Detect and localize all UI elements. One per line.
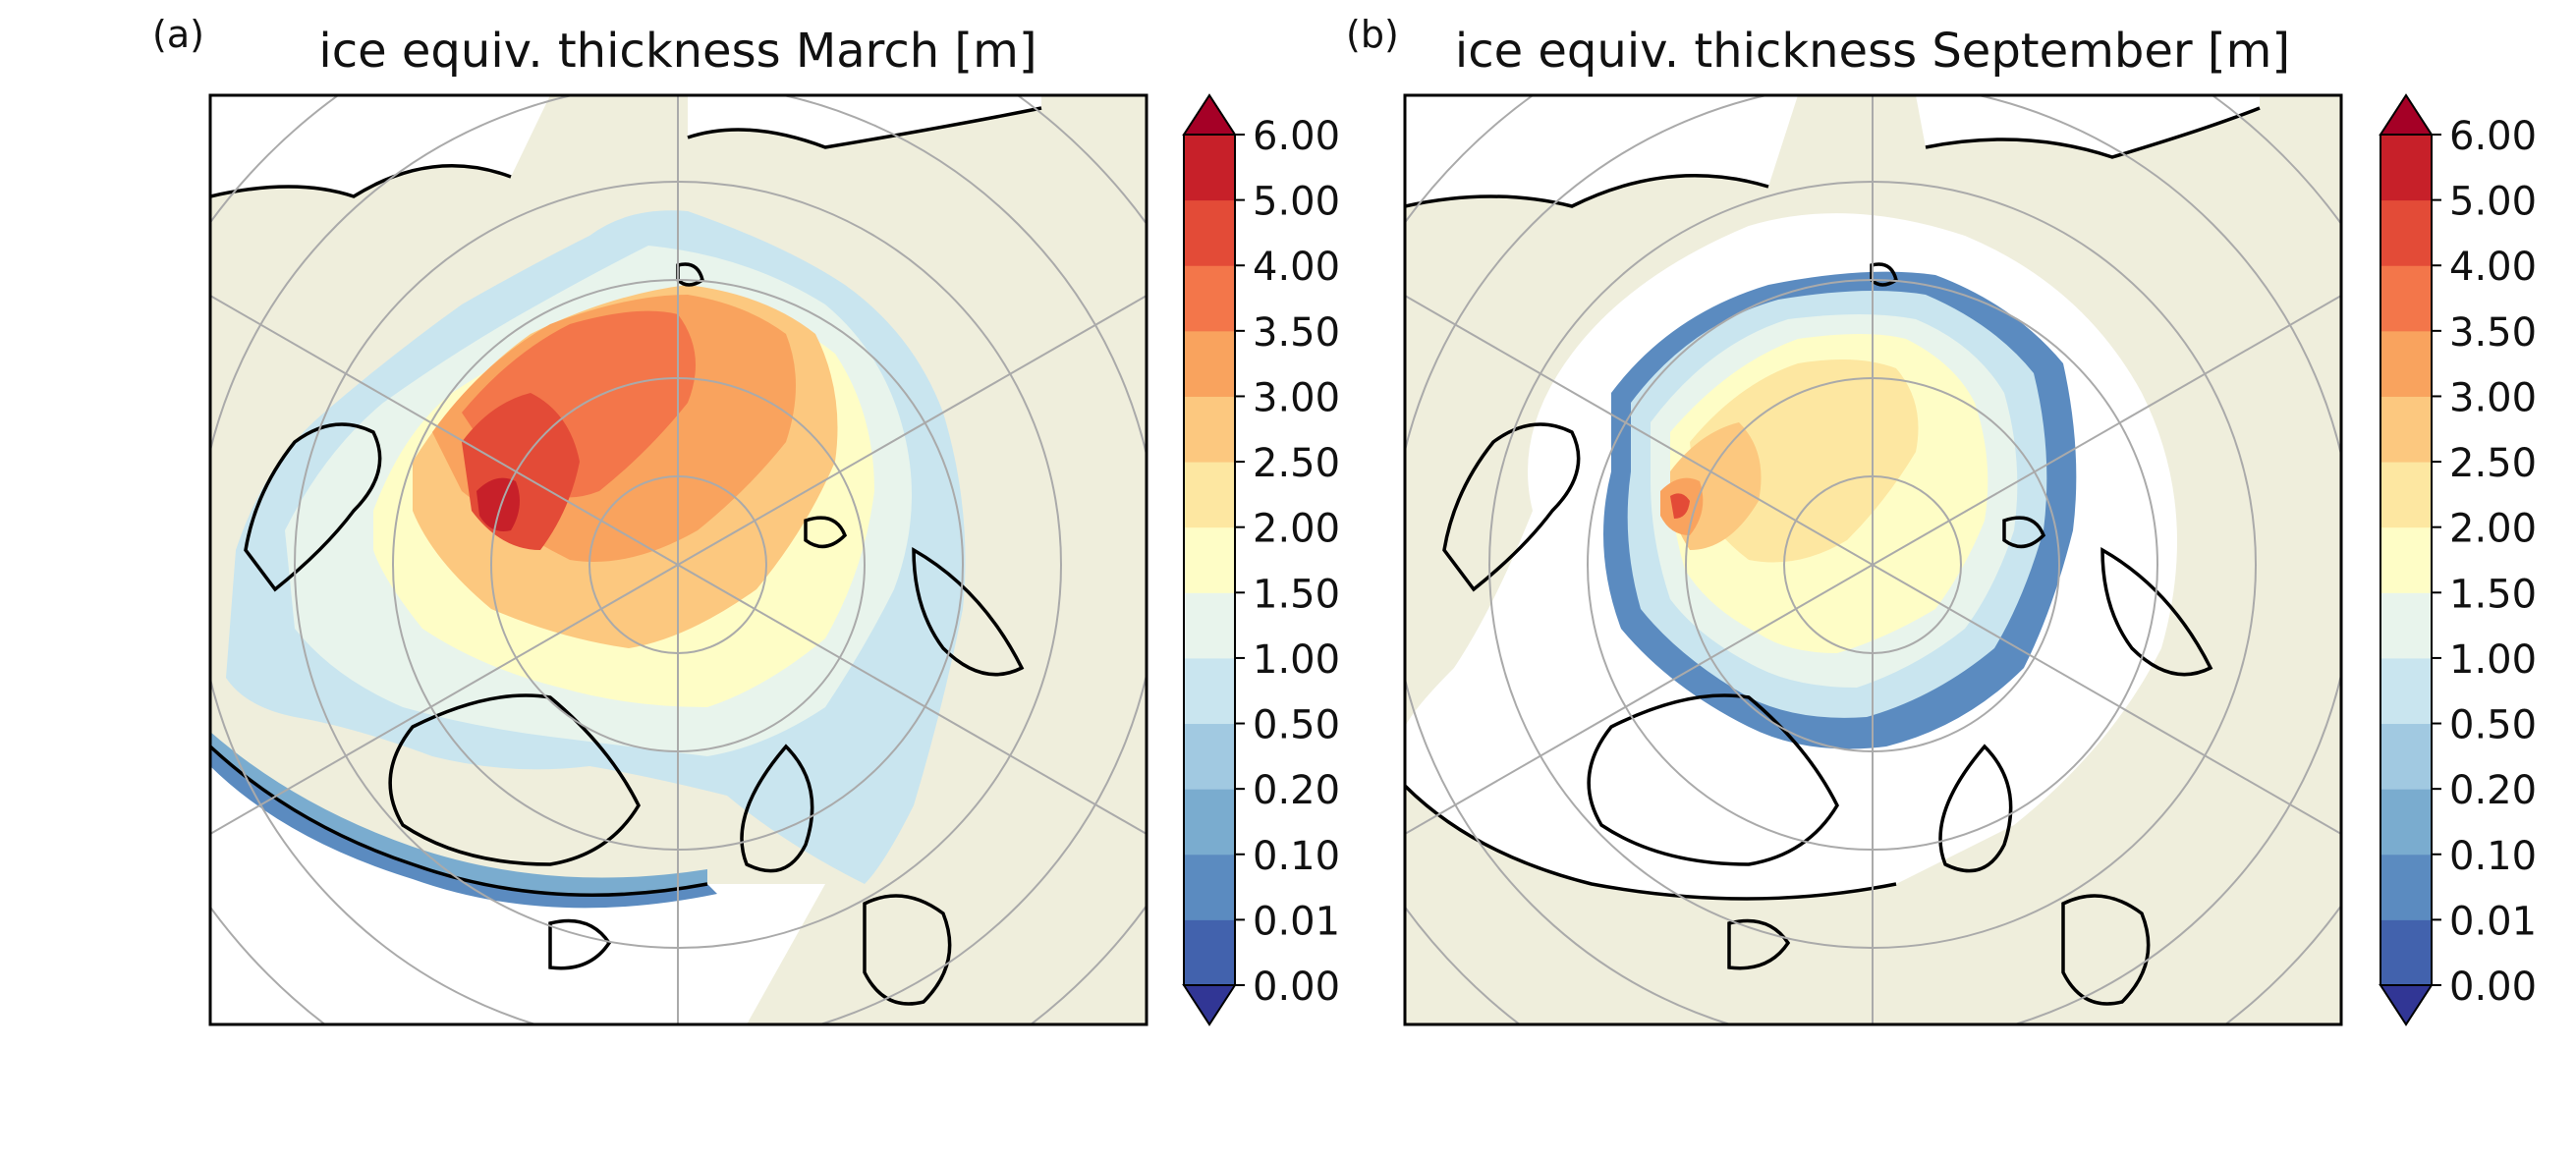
colorbar-b-tick-label-7: 2.00 — [2449, 507, 2537, 552]
panel-label: (b) — [1346, 13, 1399, 56]
colorbar-b-extend-over — [2379, 93, 2434, 136]
colorbar-b-class-9 — [2380, 330, 2432, 397]
colorbar-b-class-11 — [2380, 199, 2432, 266]
colorbar-b-class-5 — [2380, 592, 2432, 659]
colorbar-b-class-4 — [2380, 657, 2432, 725]
map-frame — [208, 93, 1148, 1026]
graticule — [210, 95, 1147, 1024]
colorbar-b-class-2 — [2380, 789, 2432, 856]
colorbar-a-extend-under — [1182, 984, 1237, 1026]
colorbar-b-tick-label-9: 3.00 — [2449, 375, 2537, 420]
map-a — [210, 95, 1147, 1024]
ice-field — [1603, 271, 2077, 749]
ice-field — [210, 210, 966, 909]
colorbar-a-tick-label-5: 1.00 — [1253, 637, 1340, 683]
colorbar-b-class-8 — [2380, 396, 2432, 463]
colorbar-b-class-10 — [2380, 265, 2432, 332]
colorbar-b-tick-label-3: 0.20 — [2449, 768, 2537, 813]
panel-title: ice equiv. thickness September [m] — [1455, 24, 2290, 79]
graticule — [1405, 95, 2341, 1024]
colorbar-a-tick-label-4: 0.50 — [1253, 703, 1340, 748]
panel-b: (b) ice equiv. thickness September [m] — [1346, 13, 2343, 1026]
colorbar-a-class-12 — [1184, 135, 1235, 201]
colorbar-a-class-6 — [1184, 526, 1235, 593]
colorbar-a-class-7 — [1184, 462, 1235, 528]
colorbar-a-frame — [1183, 134, 1236, 986]
colorbar-b-tick-label-2: 0.10 — [2449, 834, 2537, 879]
colorbar-b-tick-label-13: 6.00 — [2449, 114, 2537, 159]
ice-class-5.00 — [476, 477, 520, 531]
ice-class-0.10 — [210, 732, 707, 896]
colorbar-a-tick-label-12: 5.00 — [1253, 180, 1340, 225]
colorbar-a-class-4 — [1184, 657, 1235, 725]
colorbar-a-tick-label-0: 0.00 — [1253, 965, 1340, 1010]
colorbar-a-tick-label-7: 2.00 — [1253, 507, 1340, 552]
colorbar-b-tick-label-8: 2.50 — [2449, 441, 2537, 486]
map-frame — [1403, 93, 2343, 1026]
map-b — [1405, 95, 2341, 1024]
colorbar-b-tick-label-11: 4.00 — [2449, 245, 2537, 290]
colorbar-a-tick-label-10: 3.50 — [1253, 310, 1340, 356]
colorbar-a-tick-label-9: 3.00 — [1253, 375, 1340, 420]
colorbar-b: 0.00 0.01 0.10 0.20 0.50 1.00 1.50 2.00 2.50 3.00… — [2379, 93, 2537, 1026]
colorbar-a-tick-label-11: 4.00 — [1253, 245, 1340, 290]
colorbar-a-class-11 — [1184, 199, 1235, 266]
colorbar-b-class-3 — [2380, 723, 2432, 790]
colorbar-a-tick-label-13: 6.00 — [1253, 114, 1340, 159]
colorbar-b-extend-under — [2379, 984, 2434, 1026]
colorbar-b-tick-label-10: 3.50 — [2449, 310, 2537, 356]
colorbar-a-class-1 — [1184, 854, 1235, 920]
colorbar-b-tick-label-0: 0.00 — [2449, 965, 2537, 1010]
colorbar-a-extend-over — [1182, 93, 1237, 136]
colorbar-b-tick-label-6: 1.50 — [2449, 572, 2537, 617]
colorbar-a-tick-label-2: 0.10 — [1253, 834, 1340, 879]
colorbar-a-class-10 — [1184, 265, 1235, 332]
colorbar-b-tick-label-1: 0.01 — [2449, 899, 2537, 944]
colorbar-b-class-7 — [2380, 462, 2432, 528]
colorbar-a-tick-label-6: 1.50 — [1253, 572, 1340, 617]
colorbar-b-tick-label-4: 0.50 — [2449, 703, 2537, 748]
colorbar-a-class-3 — [1184, 723, 1235, 790]
colorbar-b-class-6 — [2380, 526, 2432, 593]
colorbar-b-frame — [2380, 134, 2433, 986]
ice-class-4.00 — [1670, 493, 1690, 519]
panel-a: (a) ice equiv. thickness March [m] — [152, 13, 1148, 1026]
colorbar-b-class-12 — [2380, 135, 2432, 201]
colorbar-b-class-0 — [2380, 919, 2432, 986]
panel-label: (a) — [152, 13, 204, 56]
colorbar-a: 0.00 0.01 0.10 0.20 0.50 1.00 1.50 2.00 2.50 3.00… — [1182, 93, 1340, 1026]
colorbar-b-class-1 — [2380, 854, 2432, 920]
colorbar-a-tick-label-1: 0.01 — [1253, 899, 1340, 944]
colorbar-a-class-5 — [1184, 592, 1235, 659]
colorbar-a-class-8 — [1184, 396, 1235, 463]
colorbar-a-class-9 — [1184, 330, 1235, 397]
colorbar-a-class-2 — [1184, 789, 1235, 856]
colorbar-a-tick-label-3: 0.20 — [1253, 768, 1340, 813]
colorbar-a-class-0 — [1184, 919, 1235, 986]
colorbar-b-tick-label-12: 5.00 — [2449, 180, 2537, 225]
colorbar-a-tick-label-8: 2.50 — [1253, 441, 1340, 486]
panel-title: ice equiv. thickness March [m] — [318, 24, 1036, 79]
colorbar-b-tick-label-5: 1.00 — [2449, 637, 2537, 683]
